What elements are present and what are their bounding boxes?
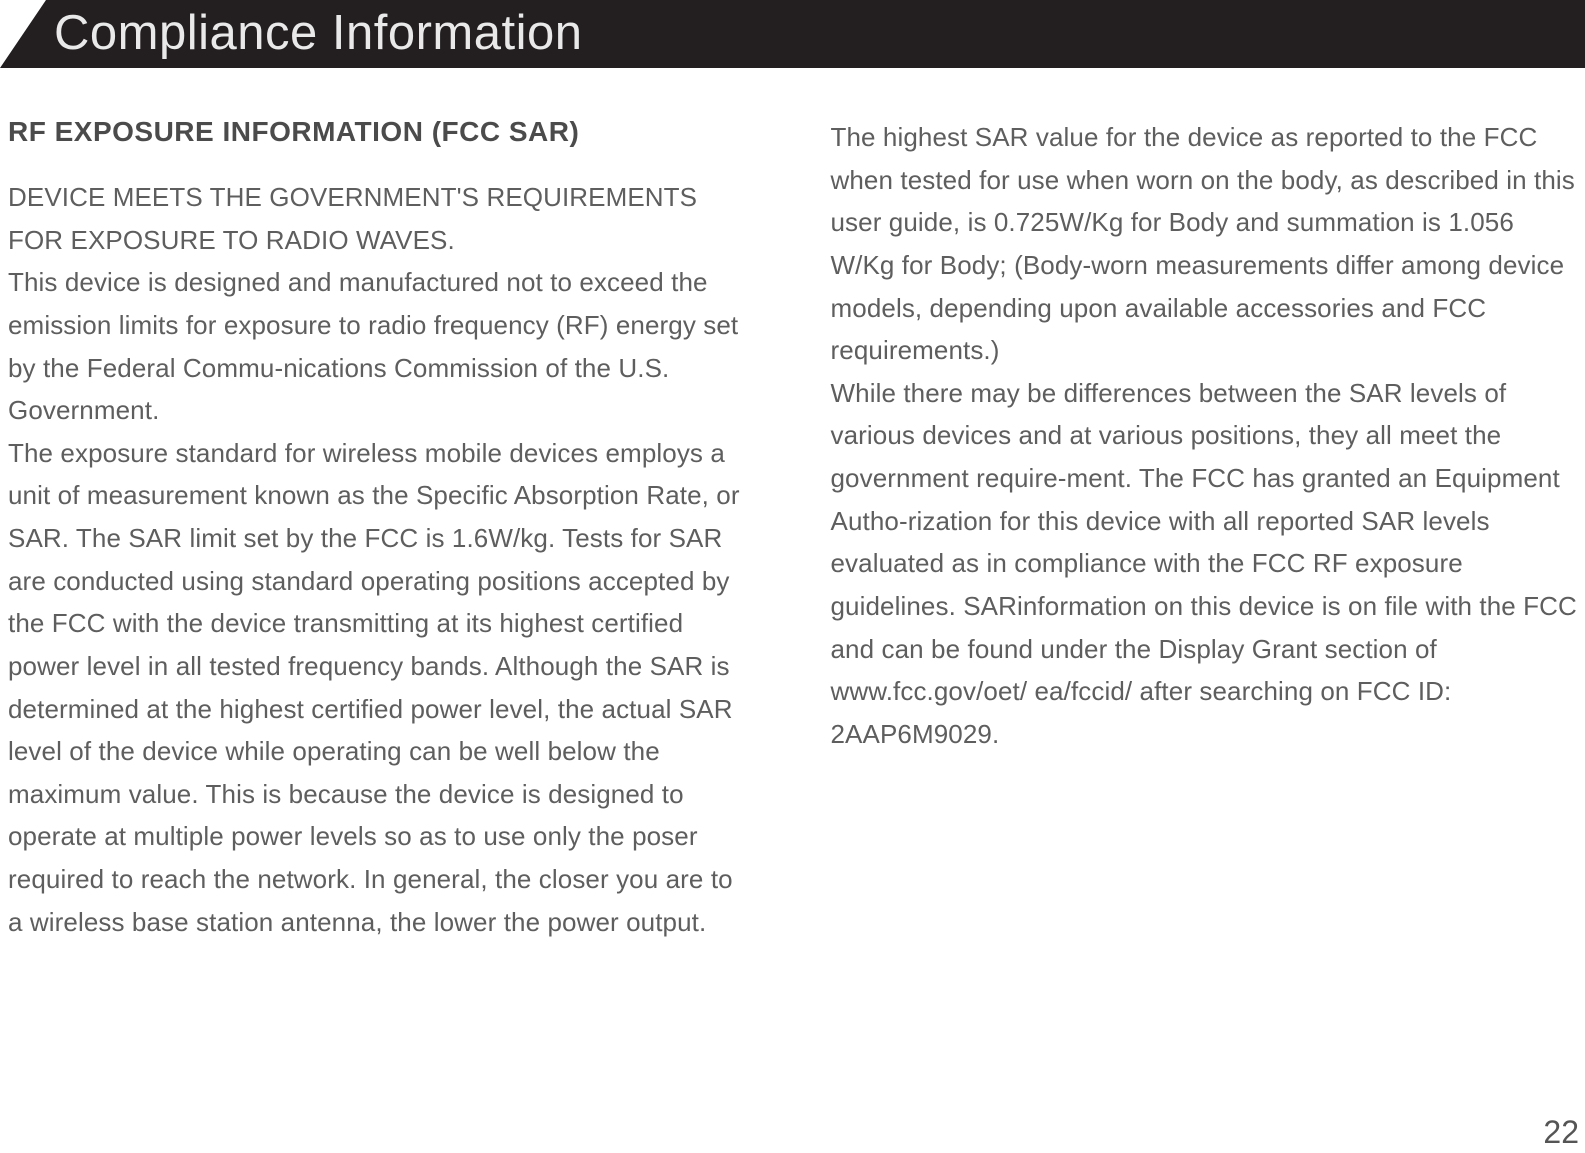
right-column: The highest SAR value for the device as …: [831, 116, 1578, 943]
section-title: Compliance Information: [54, 5, 582, 61]
left-paragraph-1: This device is designed and manufactured…: [8, 267, 738, 425]
left-column: RF EXPOSURE INFORMATION (FCC SAR) DEVICE…: [8, 116, 755, 943]
left-body-text: DEVICE MEETS THE GOVERNMENT'S REQUIREMEN…: [8, 176, 755, 943]
right-body-text: The highest SAR value for the device as …: [831, 116, 1578, 755]
rf-exposure-heading: RF EXPOSURE INFORMATION (FCC SAR): [8, 116, 755, 148]
section-banner: Compliance Information: [0, 0, 1585, 68]
right-paragraph-1: The highest SAR value for the device as …: [831, 122, 1575, 365]
caps-lead-line: DEVICE MEETS THE GOVERNMENT'S REQUIREMEN…: [8, 176, 755, 261]
banner-notch: [0, 0, 46, 68]
page-number: 22: [1543, 1114, 1579, 1151]
left-paragraph-2: The exposure standard for wireless mobil…: [8, 438, 740, 937]
right-paragraph-2: While there may be differences between t…: [831, 378, 1577, 749]
content-columns: RF EXPOSURE INFORMATION (FCC SAR) DEVICE…: [0, 68, 1585, 943]
